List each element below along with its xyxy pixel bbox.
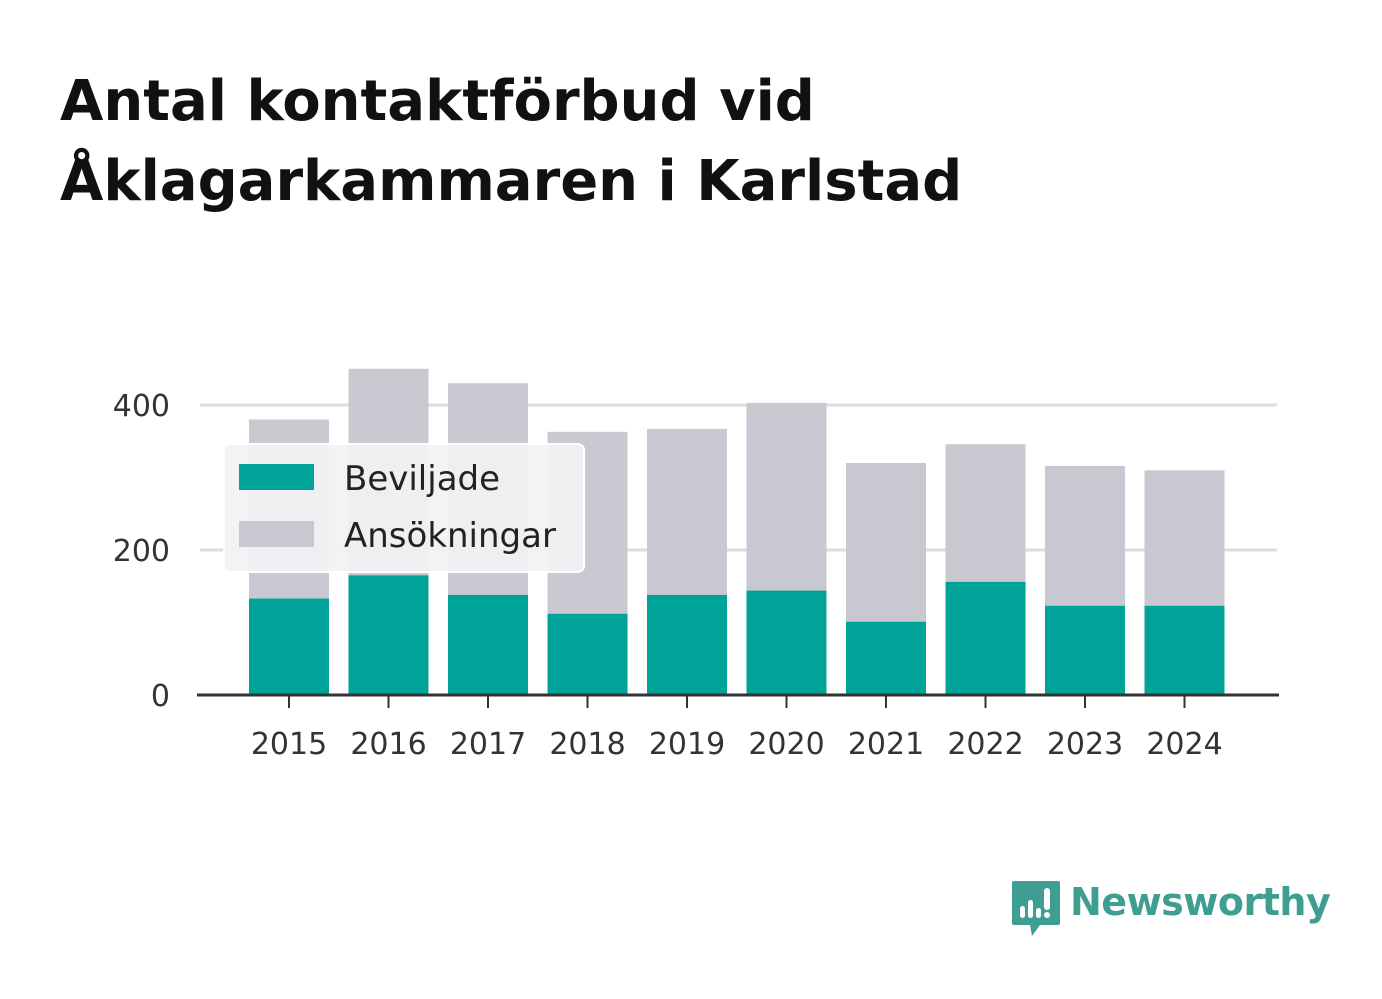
bar-beviljade-2022: [945, 581, 1026, 695]
newsworthy-logo-icon: [1012, 881, 1060, 936]
bar-chart: 0 200 400 2015 2016 2017 2018 2019 2020 2021 2022…: [113, 368, 1279, 762]
x-tick-label: 2015: [251, 727, 327, 762]
x-tick-label: 2019: [649, 727, 725, 762]
legend-swatch-ansokningar: [239, 521, 314, 547]
bar-beviljade-2015: [249, 598, 329, 695]
x-tick-label: 2021: [848, 727, 924, 762]
y-tick-label: 400: [113, 389, 170, 424]
x-tick-label: 2017: [450, 727, 526, 762]
legend: Beviljade Ansökningar: [223, 443, 585, 573]
legend-label-ansokningar: Ansökningar: [344, 516, 556, 556]
x-tick-label: 2016: [350, 727, 426, 762]
bar-beviljade-2018: [547, 613, 628, 695]
chart-title-line-2: Åklagarkammaren i Karlstad: [60, 149, 963, 214]
bar-beviljade-2019: [647, 594, 727, 695]
y-tick-label: 200: [113, 534, 170, 569]
chart-title: Antal kontaktförbud vid Åklagarkammaren …: [60, 62, 1260, 222]
x-tick-label: 2023: [1047, 727, 1123, 762]
y-tick-label: 0: [151, 679, 170, 714]
x-tick-label: 2018: [549, 727, 625, 762]
legend-swatch-beviljade: [239, 464, 314, 490]
x-axis-ticks: 2015 2016 2017 2018 2019 2020 2021 2022 2023 2024: [251, 695, 1223, 762]
x-tick-label: 2020: [748, 727, 824, 762]
chart-title-line-1: Antal kontaktförbud vid: [60, 69, 815, 134]
bar-beviljade-2016: [348, 575, 429, 695]
bar-beviljade-2021: [846, 621, 926, 695]
x-tick-label: 2022: [947, 727, 1023, 762]
bar-beviljade-2023: [1045, 605, 1125, 695]
brand-logo: Newsworthy: [1010, 878, 1331, 942]
legend-label-beviljade: Beviljade: [344, 459, 500, 499]
bar-beviljade-2017: [448, 594, 528, 695]
x-tick-label: 2024: [1146, 727, 1222, 762]
bar-beviljade-2024: [1144, 605, 1225, 695]
y-axis-ticks: 0 200 400: [113, 389, 170, 714]
bar-beviljade-2020: [746, 590, 827, 695]
brand-name: Newsworthy: [1070, 880, 1331, 924]
